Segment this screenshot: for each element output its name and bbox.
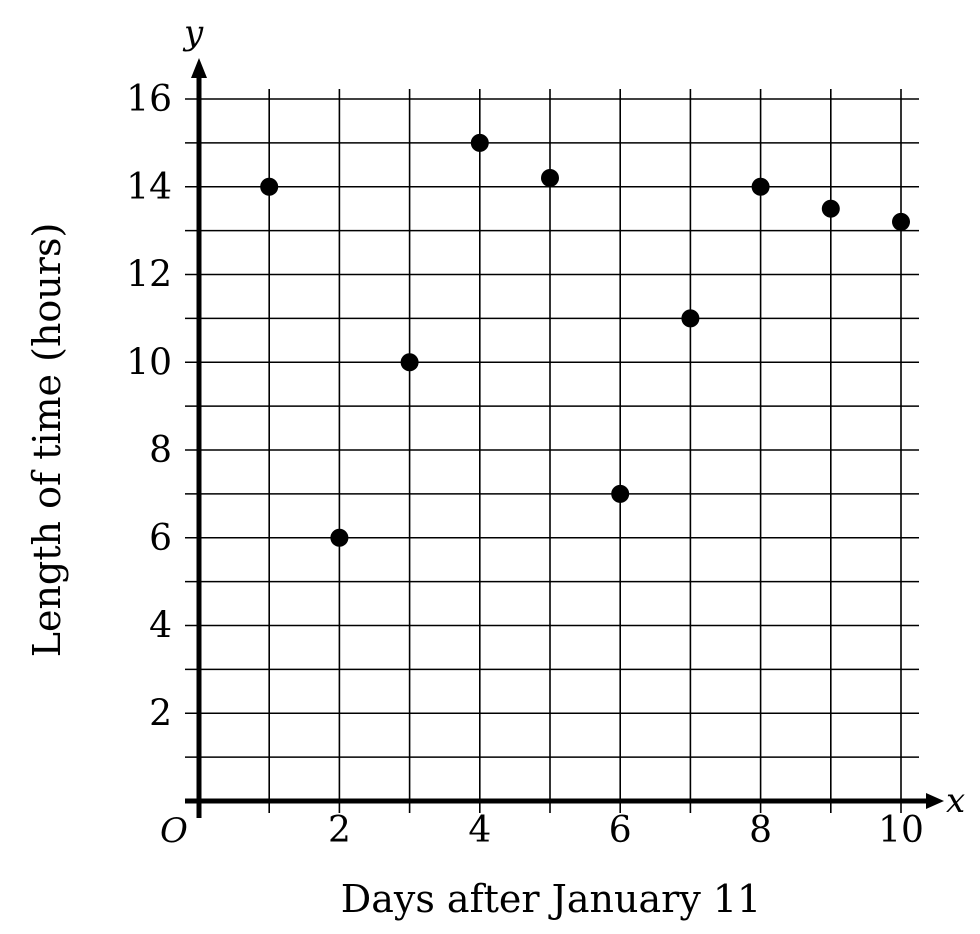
data-point [330,528,349,547]
x-axis-letter: x [946,781,965,821]
data-point [470,133,489,152]
y-tick-label: 8 [149,430,172,471]
data-point [611,484,630,503]
grid [185,89,919,813]
data-point [821,199,840,218]
y-axis-title: Length of time (hours) [25,223,69,658]
x-tick-label: 6 [609,810,632,851]
data-point [681,309,700,328]
data-point [892,212,910,231]
x-axis-arrow [926,793,944,809]
data-point [260,177,279,196]
y-tick-label: 10 [126,342,172,383]
y-tick-labels: 2 4 6 8 10 12 14 16 [126,79,172,734]
data-point [400,353,419,372]
x-tick-label: 4 [468,810,491,851]
data-points [260,133,910,547]
x-axis-title: Days after January 11 [341,877,761,921]
x-tick-label: 10 [878,810,924,851]
x-tick-labels: 2 4 6 8 10 [328,810,924,851]
y-tick-label: 14 [126,167,172,208]
data-point [541,168,559,187]
data-point [751,177,770,196]
y-axis-arrow [191,58,207,78]
x-tick-label: 2 [328,810,351,851]
origin-label: O [160,811,188,851]
y-tick-label: 6 [149,518,172,559]
y-tick-label: 4 [149,606,172,647]
axes [185,58,944,818]
y-axis-letter: y [182,13,204,53]
y-tick-label: 12 [126,255,172,296]
x-tick-label: 8 [749,810,772,851]
y-tick-label: 2 [149,693,172,734]
y-tick-label: 16 [126,79,172,120]
